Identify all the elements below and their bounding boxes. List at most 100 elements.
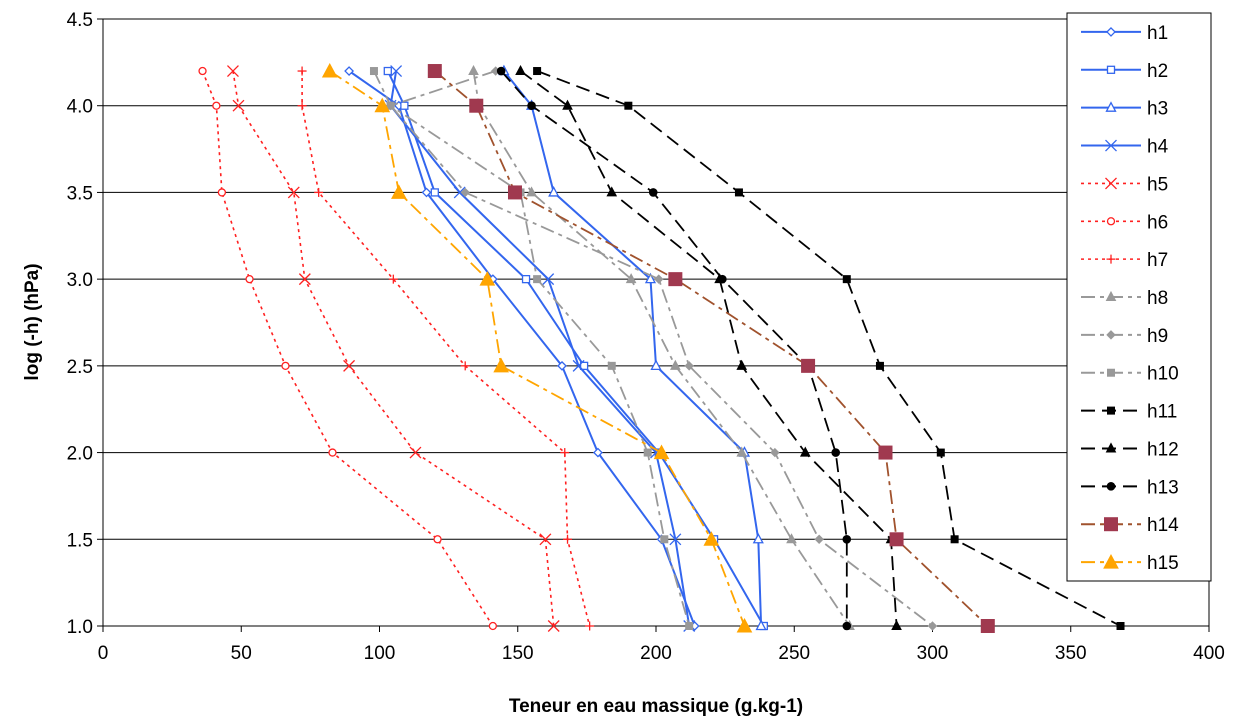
y-tick-label: 1.5: [67, 530, 93, 551]
series-line: [536, 70, 1121, 627]
data-point: [526, 186, 537, 197]
series-h8: [468, 64, 855, 630]
series-line: [434, 70, 989, 627]
data-point: [1106, 27, 1116, 37]
data-point: [496, 66, 506, 76]
y-tick-label: 1.0: [67, 617, 93, 638]
data-point: [814, 534, 824, 544]
data-point: [427, 64, 442, 79]
y-tick-label: 3.5: [67, 183, 93, 204]
data-point: [391, 184, 407, 199]
legend-item: h13: [1081, 477, 1179, 498]
data-point: [533, 67, 542, 76]
data-point: [752, 532, 764, 544]
data-point: [950, 535, 959, 544]
data-point: [217, 188, 227, 197]
data-point: [606, 186, 618, 197]
data-point: [648, 188, 658, 197]
series-h9: [385, 66, 938, 631]
data-point: [799, 446, 811, 457]
data-point: [560, 448, 570, 458]
data-point: [593, 447, 603, 458]
data-point: [831, 448, 841, 457]
legend: h1 h2 h3 h4 h5 h6 h7 h8 h9 h10 h11 h12 h13 h14 h15: [1066, 12, 1212, 582]
data-point: [430, 188, 439, 197]
x-tick-label: 100: [364, 643, 396, 664]
data-point: [287, 186, 300, 199]
legend-label: h6: [1147, 212, 1168, 233]
data-point: [507, 185, 522, 200]
legend-label: h13: [1147, 477, 1179, 498]
series-line: [301, 71, 591, 627]
data-point: [685, 622, 694, 630]
legend-item: h14: [1081, 515, 1179, 536]
data-point: [521, 274, 531, 284]
legend-label: h14: [1147, 515, 1179, 536]
legend-label: h10: [1147, 364, 1179, 385]
data-point: [624, 101, 633, 110]
legend-item: h1: [1081, 23, 1168, 44]
legend-label: h15: [1147, 553, 1179, 574]
x-tick-label: 300: [917, 643, 949, 664]
y-tick-label: 2.0: [67, 444, 93, 465]
data-point: [891, 619, 902, 630]
data-point: [515, 64, 526, 76]
series-h3: [498, 64, 767, 631]
data-point: [321, 62, 338, 78]
data-point: [1105, 290, 1117, 301]
legend-label: h2: [1147, 61, 1168, 82]
data-point: [369, 67, 378, 76]
legend-item: h12: [1081, 439, 1179, 460]
data-point: [703, 531, 720, 546]
legend-label: h3: [1147, 99, 1168, 120]
series-line: [389, 70, 934, 627]
data-point: [563, 534, 573, 544]
data-point: [386, 101, 395, 110]
data-point: [1116, 622, 1125, 630]
legend-label: h5: [1147, 174, 1168, 195]
data-point: [468, 64, 479, 76]
series-line: [348, 70, 696, 627]
series-line: [386, 70, 765, 627]
data-point: [1107, 368, 1115, 377]
y-tick-label: 2.5: [67, 357, 93, 378]
legend-item: h15: [1081, 553, 1179, 574]
data-point: [488, 621, 498, 631]
data-point: [579, 361, 589, 371]
data-point: [232, 99, 245, 112]
data-point: [718, 274, 727, 284]
data-point: [548, 186, 560, 197]
x-tick-label: 250: [778, 643, 810, 664]
legend-item: h4: [1081, 137, 1169, 158]
data-point: [297, 101, 307, 111]
data-point: [1106, 330, 1116, 340]
data-point: [1106, 482, 1116, 491]
data-point: [1104, 517, 1118, 532]
data-point: [660, 535, 669, 544]
data-point: [298, 273, 311, 286]
data-point: [314, 187, 324, 197]
x-tick-label: 200: [640, 643, 672, 664]
data-point: [343, 359, 356, 372]
data-point: [1105, 442, 1117, 453]
data-point: [433, 535, 442, 544]
data-point: [479, 271, 496, 286]
data-point: [572, 359, 585, 372]
data-point: [421, 187, 432, 198]
x-tick-label: 350: [1055, 643, 1087, 664]
legend-item: h7: [1081, 250, 1168, 271]
data-point: [653, 444, 670, 460]
x-axis-title: Teneur en eau massique (g.kg-1): [509, 696, 803, 717]
data-point: [1106, 254, 1116, 264]
x-tick-label: 50: [231, 643, 252, 664]
legend-label: h11: [1147, 402, 1177, 423]
data-point: [669, 533, 682, 546]
legend-label: h8: [1147, 288, 1168, 309]
data-point: [643, 448, 652, 457]
data-point: [889, 532, 904, 547]
series-h15: [321, 62, 753, 633]
series-line: [519, 70, 898, 627]
data-point: [542, 273, 555, 286]
data-point: [562, 99, 573, 110]
